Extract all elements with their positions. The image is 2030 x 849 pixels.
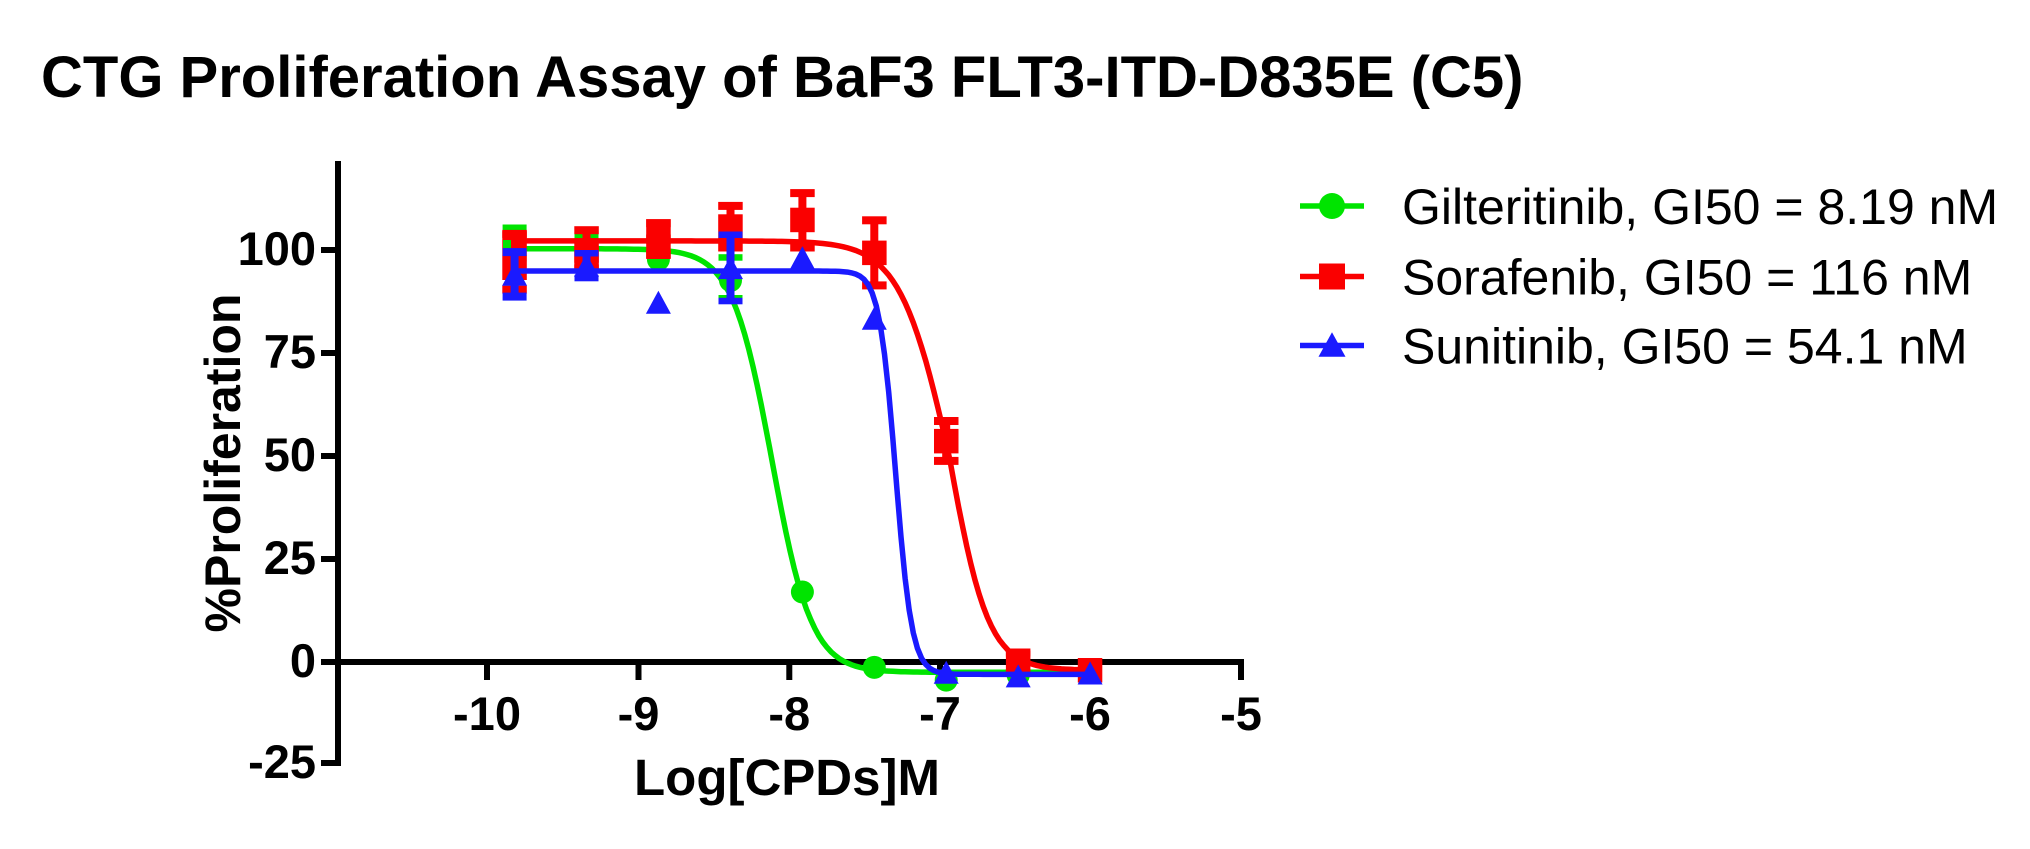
svg-text:%Proliferation: %Proliferation (195, 294, 251, 633)
svg-text:50: 50 (264, 428, 316, 481)
svg-text:Sorafenib, GI50 = 116 nM: Sorafenib, GI50 = 116 nM (1402, 250, 1972, 306)
svg-text:-5: -5 (1220, 687, 1262, 740)
svg-text:CTG Proliferation Assay of BaF: CTG Proliferation Assay of BaF3 FLT3-ITD… (41, 45, 1523, 110)
svg-text:25: 25 (264, 531, 316, 584)
svg-text:-9: -9 (618, 687, 660, 740)
svg-text:-6: -6 (1069, 687, 1111, 740)
svg-text:75: 75 (264, 325, 316, 378)
svg-text:0: 0 (290, 634, 316, 687)
svg-text:Gilteritinib, GI50 = 8.19 nM: Gilteritinib, GI50 = 8.19 nM (1402, 179, 1998, 235)
svg-text:100: 100 (238, 222, 316, 275)
svg-text:-25: -25 (248, 735, 316, 788)
svg-text:Sunitinib, GI50 = 54.1 nM: Sunitinib, GI50 = 54.1 nM (1402, 319, 1968, 375)
svg-text:-10: -10 (453, 687, 521, 740)
svg-text:-8: -8 (768, 687, 810, 740)
svg-text:-7: -7 (919, 687, 961, 740)
svg-text:Log[CPDs]M: Log[CPDs]M (634, 749, 940, 806)
